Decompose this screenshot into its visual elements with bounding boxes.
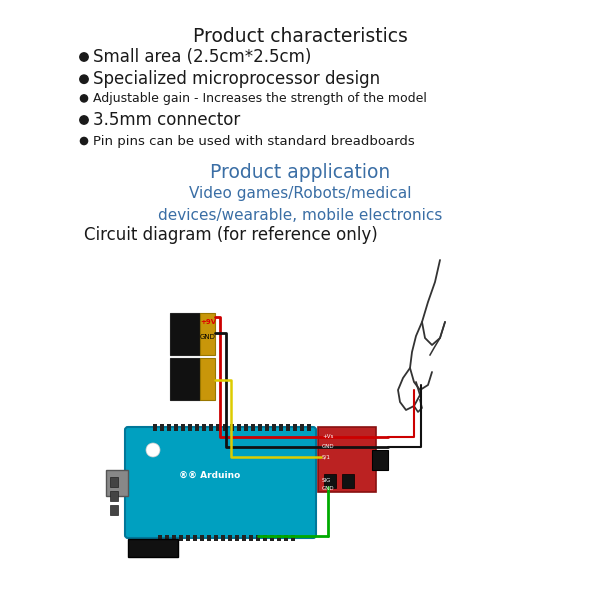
Bar (214, 535, 218, 541)
Text: GND: GND (322, 485, 335, 491)
Bar (249, 535, 253, 541)
Bar (202, 424, 206, 431)
Circle shape (146, 443, 160, 457)
Bar (160, 424, 164, 431)
Bar (209, 424, 213, 431)
Bar (170, 313, 200, 355)
Bar (251, 424, 255, 431)
Bar (291, 535, 295, 541)
Bar (200, 313, 215, 355)
Bar (223, 424, 227, 431)
Bar (258, 424, 262, 431)
Bar (265, 424, 269, 431)
Text: Small area (2.5cm*2.5cm): Small area (2.5cm*2.5cm) (93, 48, 311, 66)
Bar (181, 424, 185, 431)
Text: SIG: SIG (322, 478, 331, 482)
Bar (186, 535, 190, 541)
Bar (188, 424, 192, 431)
Bar (237, 424, 241, 431)
Bar (263, 535, 267, 541)
Text: S/1: S/1 (322, 455, 331, 460)
Bar (179, 535, 183, 541)
Bar (158, 535, 162, 541)
Bar (286, 424, 290, 431)
Bar (324, 474, 336, 488)
Text: Product application: Product application (210, 163, 390, 182)
Bar (110, 491, 118, 501)
Bar (228, 535, 232, 541)
Bar (293, 424, 297, 431)
Bar (272, 424, 276, 431)
Bar (307, 424, 311, 431)
Text: +9V: +9V (200, 319, 216, 325)
Bar (106, 470, 128, 496)
Bar (221, 535, 225, 541)
Bar (153, 424, 157, 431)
Bar (372, 450, 388, 470)
Bar (284, 535, 288, 541)
Bar (170, 358, 200, 400)
Text: Pin pins can be used with standard breadboards: Pin pins can be used with standard bread… (93, 134, 415, 148)
Text: Video games/Robots/medical
devices/wearable, mobile electronics: Video games/Robots/medical devices/weara… (158, 186, 442, 223)
Bar (110, 505, 118, 515)
Bar (279, 424, 283, 431)
Bar (200, 358, 215, 400)
Bar (270, 535, 274, 541)
Bar (244, 424, 248, 431)
Bar (277, 535, 281, 541)
Bar (174, 424, 178, 431)
Bar (216, 424, 220, 431)
Text: Circuit diagram (for reference only): Circuit diagram (for reference only) (84, 226, 378, 244)
Text: Adjustable gain - Increases the strength of the model: Adjustable gain - Increases the strength… (93, 92, 427, 105)
Bar (167, 424, 171, 431)
Bar (342, 474, 354, 488)
Bar (193, 535, 197, 541)
Text: ®® Arduino: ®® Arduino (179, 470, 241, 479)
Bar (242, 535, 246, 541)
Text: 3.5mm connector: 3.5mm connector (93, 111, 240, 129)
Bar (195, 424, 199, 431)
FancyBboxPatch shape (125, 427, 316, 538)
Bar (300, 424, 304, 431)
Bar (165, 535, 169, 541)
Text: Specialized microprocessor design: Specialized microprocessor design (93, 70, 380, 88)
Bar (230, 424, 234, 431)
Bar (207, 535, 211, 541)
Bar (128, 539, 178, 557)
Bar (235, 535, 239, 541)
Bar (110, 477, 118, 487)
Text: +Vs: +Vs (322, 434, 334, 439)
Bar (200, 535, 204, 541)
Text: Product characteristics: Product characteristics (193, 27, 407, 46)
Bar (256, 535, 260, 541)
Bar (172, 535, 176, 541)
Bar (318, 427, 376, 492)
Text: GND: GND (322, 445, 335, 449)
Text: GND: GND (200, 334, 216, 340)
